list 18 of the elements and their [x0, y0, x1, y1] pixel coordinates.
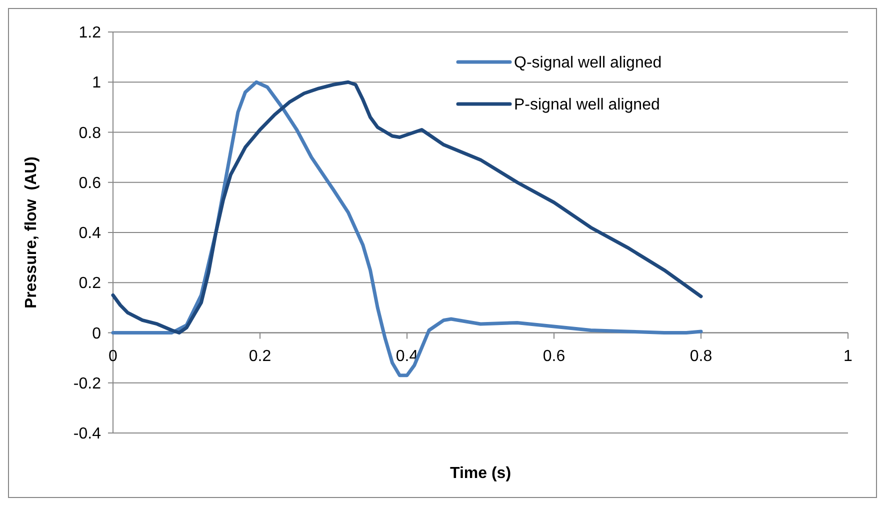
x-axis-title: Time (s) [450, 465, 512, 482]
x-tick-label: 0.2 [248, 348, 272, 365]
y-axis-title: Pressure, flow (AU) [23, 156, 40, 309]
legend-label: Q-signal well aligned [514, 54, 662, 72]
x-tick-label: 0.6 [542, 348, 566, 365]
y-tick-label: 0.4 [78, 225, 102, 242]
y-tick-label: 1.2 [78, 24, 102, 42]
y-tick-label: 1 [92, 74, 102, 92]
y-tick-label: 0.8 [78, 124, 102, 142]
x-tick-label: 1 [844, 348, 853, 365]
legend-label: P-signal well aligned [514, 96, 660, 114]
x-tick-label: 0 [108, 348, 118, 365]
x-tick-label: 0.8 [690, 348, 712, 365]
y-tick-label: 0 [92, 325, 102, 342]
y-tick-label: -0.4 [73, 426, 102, 443]
y-tick-label: 0.6 [78, 174, 102, 192]
y-tick-label: -0.2 [73, 375, 102, 392]
y-tick-label: 0.2 [78, 275, 102, 292]
